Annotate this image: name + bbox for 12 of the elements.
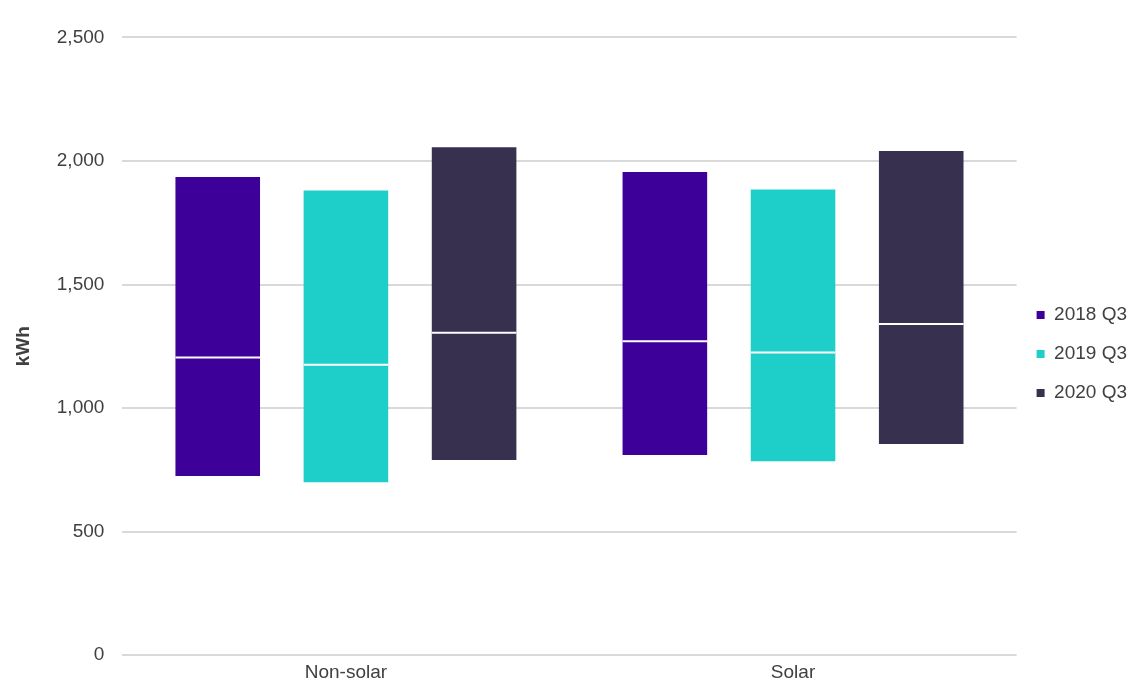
x-tick-label: Non-solar (304, 660, 388, 682)
y-tick-label: 1,000 (56, 396, 105, 418)
y-tick-label: 2,000 (56, 149, 105, 171)
legend-label: 2019 Q3 (1054, 342, 1128, 364)
y-tick-label: 1,500 (56, 272, 105, 294)
y-tick-label: 500 (72, 519, 105, 541)
legend-label: 2020 Q3 (1054, 381, 1128, 403)
x-tick-label: Solar (770, 660, 816, 682)
y-tick-label: 0 (93, 643, 105, 665)
y-tick-label: 2,500 (56, 25, 105, 47)
y-axis-title: kWh (11, 326, 33, 367)
legend-label: 2018 Q3 (1054, 303, 1128, 325)
